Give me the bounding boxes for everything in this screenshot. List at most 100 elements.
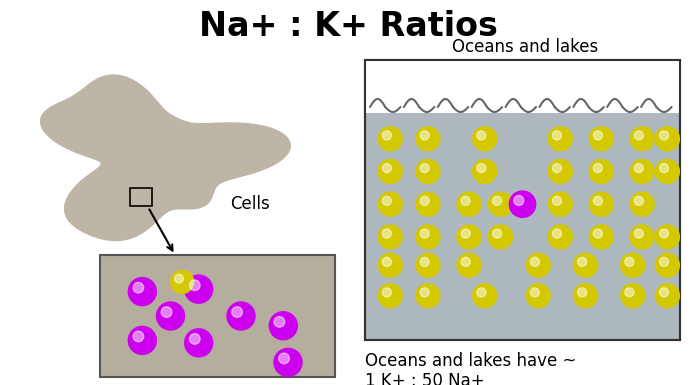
Text: Oceans and lakes: Oceans and lakes (452, 38, 599, 56)
Circle shape (553, 131, 562, 140)
Circle shape (382, 229, 391, 238)
Circle shape (385, 167, 400, 182)
Circle shape (277, 321, 294, 338)
Circle shape (477, 164, 486, 173)
Circle shape (553, 229, 562, 238)
Circle shape (378, 159, 402, 184)
Circle shape (660, 288, 669, 297)
Circle shape (133, 282, 143, 293)
Circle shape (473, 127, 497, 151)
Circle shape (274, 316, 285, 327)
Circle shape (548, 192, 572, 216)
Circle shape (175, 274, 184, 283)
Circle shape (461, 229, 470, 238)
Circle shape (378, 192, 402, 216)
Circle shape (416, 159, 440, 184)
Circle shape (516, 199, 532, 216)
Circle shape (422, 167, 437, 182)
Circle shape (136, 287, 153, 303)
Circle shape (279, 353, 290, 364)
Text: Na+ : K+ Ratios: Na+ : K+ Ratios (198, 10, 498, 43)
Circle shape (457, 225, 481, 249)
Text: Oceans and lakes have ~: Oceans and lakes have ~ (365, 352, 576, 370)
Circle shape (416, 225, 440, 249)
Bar (130, 188, 152, 206)
Circle shape (378, 225, 402, 249)
Circle shape (627, 261, 642, 275)
Circle shape (164, 311, 181, 328)
Circle shape (128, 278, 157, 306)
Circle shape (637, 167, 651, 182)
Circle shape (416, 127, 440, 151)
Circle shape (385, 200, 400, 214)
Circle shape (457, 253, 481, 277)
Circle shape (627, 291, 642, 306)
Circle shape (555, 233, 569, 247)
Circle shape (662, 233, 677, 247)
Circle shape (192, 284, 209, 301)
Text: Cells: Cells (230, 195, 270, 213)
Bar (366, 61, 679, 113)
Circle shape (227, 302, 255, 330)
Circle shape (489, 225, 512, 249)
Circle shape (548, 127, 572, 151)
Circle shape (382, 288, 391, 297)
Circle shape (269, 312, 297, 340)
Circle shape (533, 291, 547, 306)
Circle shape (596, 200, 610, 214)
Circle shape (630, 225, 654, 249)
Circle shape (422, 135, 437, 149)
Circle shape (235, 311, 251, 328)
Polygon shape (40, 74, 291, 241)
Circle shape (656, 225, 679, 249)
Circle shape (509, 191, 536, 218)
Circle shape (416, 284, 440, 308)
Circle shape (526, 253, 551, 277)
Circle shape (189, 333, 200, 344)
Circle shape (274, 348, 302, 377)
Circle shape (493, 229, 502, 238)
Circle shape (578, 257, 587, 266)
Circle shape (548, 159, 572, 184)
Circle shape (192, 338, 209, 355)
Circle shape (634, 229, 643, 238)
Circle shape (232, 307, 242, 317)
Circle shape (630, 159, 654, 184)
Circle shape (662, 167, 677, 182)
Circle shape (464, 261, 478, 275)
Circle shape (656, 253, 679, 277)
Circle shape (574, 284, 597, 308)
Circle shape (420, 229, 429, 238)
Circle shape (514, 196, 524, 206)
Circle shape (553, 164, 562, 173)
Circle shape (593, 196, 603, 206)
Circle shape (422, 233, 437, 247)
Bar (100, 255, 335, 377)
Circle shape (184, 329, 213, 357)
Circle shape (420, 164, 429, 173)
Circle shape (480, 167, 493, 182)
Circle shape (630, 192, 654, 216)
Circle shape (171, 270, 193, 293)
Circle shape (189, 280, 200, 291)
Circle shape (416, 253, 440, 277)
Circle shape (157, 302, 184, 330)
Circle shape (634, 131, 643, 140)
Circle shape (596, 233, 610, 247)
Circle shape (133, 331, 143, 342)
Circle shape (662, 135, 677, 149)
Circle shape (495, 200, 509, 214)
Circle shape (461, 257, 470, 266)
Circle shape (625, 257, 634, 266)
Circle shape (580, 261, 594, 275)
Circle shape (590, 159, 613, 184)
Circle shape (578, 288, 587, 297)
Circle shape (533, 261, 547, 275)
Circle shape (630, 127, 654, 151)
Circle shape (480, 291, 493, 306)
Circle shape (416, 192, 440, 216)
Circle shape (660, 131, 669, 140)
Circle shape (637, 135, 651, 149)
Circle shape (464, 200, 478, 214)
Text: 1 K+ : 50 Na+: 1 K+ : 50 Na+ (365, 372, 484, 385)
